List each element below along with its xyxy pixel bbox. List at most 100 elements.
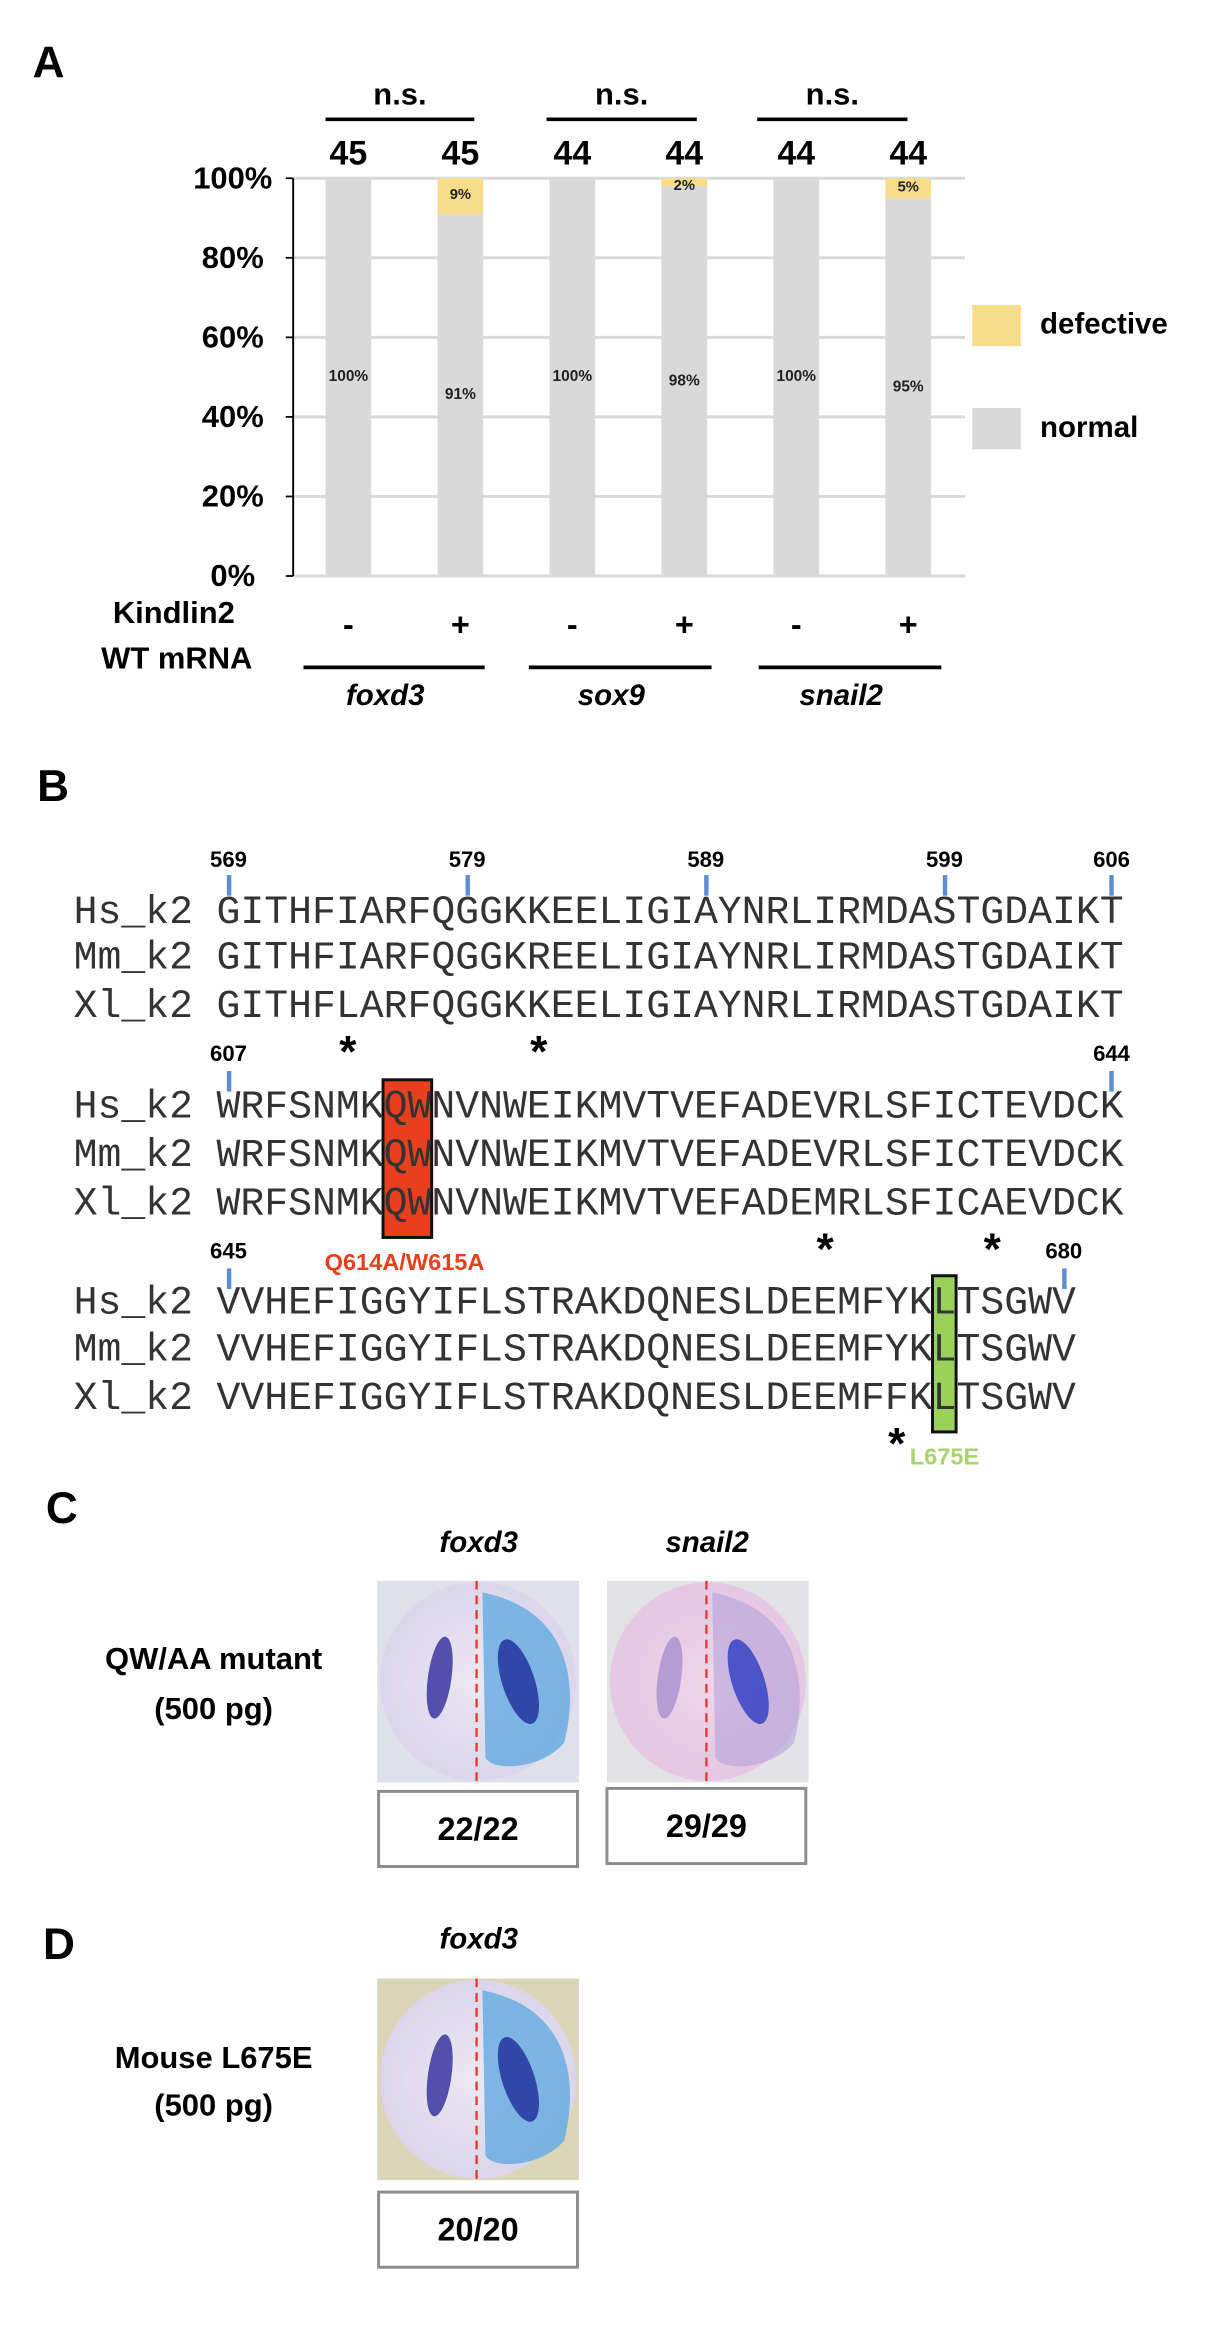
residue-number: 680 — [1045, 1239, 1083, 1265]
count-box: 29/29 — [605, 1786, 808, 1866]
panel-label-b: B — [37, 762, 69, 812]
y-tick-label: 0% — [210, 559, 256, 594]
residue-tick — [226, 1070, 231, 1092]
sample-size: 44 — [553, 133, 592, 172]
residue-number: 644 — [1093, 1042, 1130, 1068]
mismatch-asterisk: * — [339, 1028, 357, 1077]
data-label-normal: 95% — [892, 377, 924, 396]
mutation-label: L675E — [909, 1445, 980, 1471]
y-tick-label: 20% — [201, 480, 264, 515]
y-tick-label: 40% — [201, 400, 264, 435]
injected-side-stain — [497, 1639, 540, 1724]
species-label: Xl_k2 — [73, 986, 194, 1031]
control-side-stain — [656, 1636, 683, 1719]
legend-label-defective: defective — [1040, 308, 1168, 342]
sequence: GITHFIARFQGGKREELIGIAYNRLIRMDASTGDAIKT — [216, 937, 1124, 982]
bar-normal — [773, 178, 820, 577]
dose-label: (500 pg) — [154, 1692, 273, 1727]
sample-size: 44 — [665, 133, 704, 172]
injected-side-stain — [727, 1639, 769, 1724]
sequence: WRFSNMKQWNVNWEIKMVTVEFADEMRLSFICAEVDCK — [216, 1183, 1124, 1228]
data-label-defective: 9% — [449, 187, 472, 204]
mutation-highlight-box — [382, 1078, 433, 1239]
bar-defective — [437, 178, 484, 215]
embryo-image-foxd3 — [377, 1580, 579, 1783]
control-side-stain — [426, 2034, 453, 2117]
data-label-normal: 100% — [552, 367, 593, 386]
y-tick-label: 100% — [193, 161, 273, 196]
residue-number: 599 — [926, 847, 963, 873]
sequence: WRFSNMKQWNVNWEIKMVTVEFADEVRLSFICTEVDCK — [216, 1135, 1124, 1180]
species-label: Mm_k2 — [73, 937, 194, 982]
treatment-sign: - — [566, 605, 578, 643]
residue-tick — [703, 875, 708, 896]
significance-label: n.s. — [373, 77, 427, 112]
y-tick-label: 80% — [201, 241, 264, 276]
treatment-sign: + — [674, 605, 694, 643]
treatment-label: Kindlin2 — [112, 596, 235, 631]
residue-number: 579 — [448, 847, 486, 873]
data-label-normal: 91% — [444, 385, 476, 404]
legend-swatch-defective — [972, 304, 1021, 347]
bar-normal — [437, 214, 484, 577]
significance-label: n.s. — [595, 77, 649, 112]
gene-label: sox9 — [577, 679, 645, 713]
mutation-label: Q614A/W615A — [324, 1250, 485, 1276]
treatment-sign: + — [450, 605, 470, 643]
y-tick-label: 60% — [201, 321, 264, 355]
control-side-stain — [426, 1636, 453, 1719]
gene-label: foxd3 — [345, 679, 425, 713]
count-box: 20/20 — [377, 2190, 579, 2269]
species-label: Hs_k2 — [73, 1282, 194, 1327]
dose-label: (500 pg) — [154, 2088, 273, 2123]
bar-normal — [325, 178, 372, 577]
residue-number: 569 — [210, 847, 247, 873]
residue-tick — [1061, 1268, 1066, 1290]
residue-tick — [942, 875, 947, 896]
count-box: 22/22 — [377, 1789, 579, 1868]
legend-label-normal: normal — [1040, 411, 1139, 445]
residue-tick — [226, 875, 231, 896]
species-label: Hs_k2 — [73, 1086, 194, 1131]
mismatch-asterisk: * — [983, 1225, 1001, 1275]
species-label: Mm_k2 — [73, 1135, 194, 1180]
species-label: Hs_k2 — [73, 892, 194, 937]
bar-normal — [885, 198, 932, 577]
treatment-label: WT mRNA — [101, 642, 253, 677]
residue-number: 645 — [210, 1239, 247, 1265]
treatment-sign: + — [898, 605, 918, 643]
species-label: Xl_k2 — [73, 1183, 194, 1228]
residue-tick — [1109, 875, 1114, 896]
panel-label-a: A — [32, 39, 65, 89]
treatment-sign: - — [343, 605, 354, 643]
species-label: Mm_k2 — [73, 1329, 194, 1374]
sample-size: 45 — [441, 133, 480, 172]
mismatch-asterisk: * — [888, 1420, 906, 1469]
embryo-image-snail2 — [606, 1580, 809, 1783]
gene-label: snail2 — [799, 679, 883, 713]
legend-swatch-normal — [972, 408, 1021, 450]
residue-number: 589 — [687, 847, 725, 873]
panel-label-d: D — [42, 1920, 75, 1970]
mutation-highlight-box — [931, 1274, 958, 1434]
sample-size: 44 — [889, 133, 928, 172]
mismatch-asterisk: * — [530, 1028, 548, 1077]
data-label-normal: 100% — [328, 367, 369, 386]
sample-size: 44 — [777, 133, 816, 172]
bar-normal — [549, 178, 596, 577]
gene-label-snail2: snail2 — [665, 1526, 749, 1560]
sequence: WRFSNMKQWNVNWEIKMVTVEFADEVRLSFICTEVDCK — [216, 1086, 1124, 1131]
condition-label: Mouse L675E — [114, 2041, 313, 2076]
gene-label-foxd3: foxd3 — [439, 1923, 519, 1956]
mismatch-asterisk: * — [816, 1225, 834, 1275]
residue-tick — [226, 1268, 231, 1290]
gene-label-foxd3: foxd3 — [439, 1526, 519, 1560]
bar-defective — [661, 178, 708, 187]
sequence: VVHEFIGGYIFLSTRAKDQNESLDEEMFFKLTSGWV — [216, 1378, 1076, 1423]
stacked-bar-chart — [285, 117, 1021, 670]
data-label-normal: 98% — [668, 371, 700, 390]
bar-defective — [885, 178, 932, 199]
sequence: GITHFLARFQGGKKEELIGIAYNRLIRMDASTGDAIKT — [216, 986, 1124, 1031]
embryo-image-foxd3 — [377, 1978, 579, 2181]
data-label-defective: 5% — [897, 179, 919, 196]
